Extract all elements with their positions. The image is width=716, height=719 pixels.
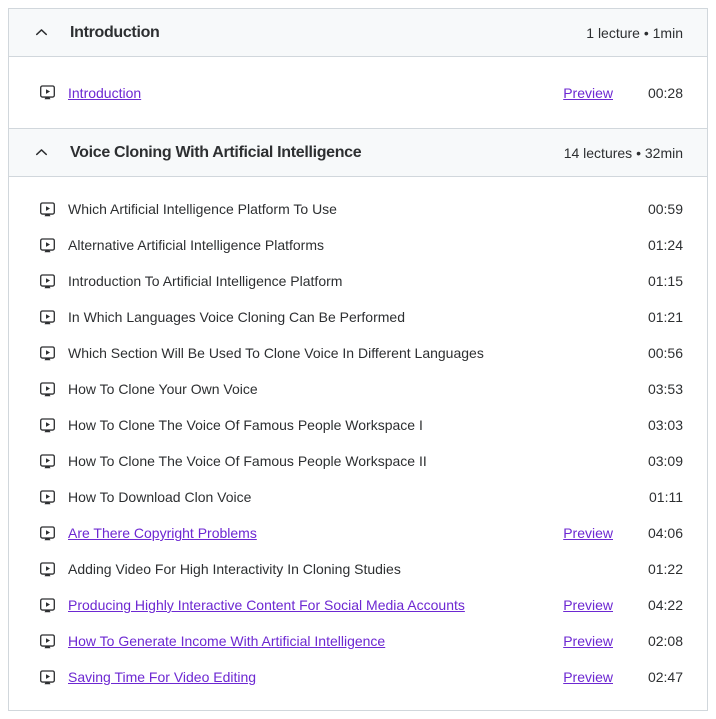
preview-link[interactable]: Preview (563, 84, 613, 101)
lecture-duration: 00:59 (647, 201, 683, 217)
lecture-row: How To Generate Income With Artificial I… (9, 623, 707, 659)
lecture-row: How To Clone Your Own Voice 03:53 (9, 371, 707, 407)
lecture-row: Introduction To Artificial Intelligence … (9, 263, 707, 299)
lecture-row: Producing Highly Interactive Content For… (9, 587, 707, 623)
lecture-duration: 03:09 (647, 453, 683, 469)
preview-link[interactable]: Preview (563, 669, 613, 685)
lecture-title[interactable]: Saving Time For Video Editing (68, 669, 257, 685)
lecture-row: Introduction Preview 00:28 (9, 57, 707, 128)
lecture-duration: 02:08 (647, 633, 683, 649)
curriculum-section: Introduction 1 lecture • 1min Introducti… (9, 9, 707, 128)
lecture-duration: 04:22 (647, 597, 683, 613)
lecture-duration: 01:15 (647, 273, 683, 289)
section-lecture-list: Introduction Preview 00:28 (9, 57, 707, 128)
video-play-icon (39, 381, 56, 398)
lecture-row: Which Section Will Be Used To Clone Voic… (9, 335, 707, 371)
lecture-title[interactable]: Producing Highly Interactive Content For… (68, 597, 465, 613)
section-title: Introduction (70, 23, 160, 41)
lecture-title: How To Download Clon Voice (68, 489, 252, 505)
chevron-up-icon (33, 144, 50, 161)
video-play-icon (39, 237, 56, 254)
lecture-duration: 01:24 (647, 237, 683, 253)
video-play-icon (39, 669, 56, 686)
lecture-row: How To Clone The Voice Of Famous People … (9, 407, 707, 443)
video-play-icon (39, 84, 56, 101)
lecture-row: Are There Copyright Problems Preview 04:… (9, 515, 707, 551)
lecture-duration: 01:22 (647, 561, 683, 577)
lecture-duration: 04:06 (647, 525, 683, 541)
lecture-title[interactable]: How To Generate Income With Artificial I… (68, 633, 386, 649)
lecture-row: How To Download Clon Voice 01:11 (9, 479, 707, 515)
video-play-icon (39, 309, 56, 326)
lecture-duration: 00:56 (647, 345, 683, 361)
lecture-title: How To Clone Your Own Voice (68, 381, 258, 397)
lecture-duration: 01:11 (649, 489, 683, 505)
lecture-duration: 03:53 (647, 381, 683, 397)
preview-link[interactable]: Preview (563, 633, 613, 649)
curriculum-section: Voice Cloning With Artificial Intelligen… (9, 128, 707, 710)
lecture-row: In Which Languages Voice Cloning Can Be … (9, 299, 707, 335)
lecture-title: How To Clone The Voice Of Famous People … (68, 417, 423, 433)
lecture-title: Which Artificial Intelligence Platform T… (68, 201, 337, 217)
lecture-duration: 02:47 (647, 669, 683, 685)
video-play-icon (39, 417, 56, 434)
lecture-duration: 01:21 (647, 309, 683, 325)
section-meta: 1 lecture • 1min (586, 24, 683, 41)
section-header-toggle[interactable]: Introduction 1 lecture • 1min (9, 9, 707, 57)
lecture-title: Alternative Artificial Intelligence Plat… (68, 237, 324, 253)
lecture-row: How To Clone The Voice Of Famous People … (9, 443, 707, 479)
lecture-row: Alternative Artificial Intelligence Plat… (9, 227, 707, 263)
lecture-title: Adding Video For High Interactivity In C… (68, 561, 401, 577)
video-play-icon (39, 525, 56, 542)
lecture-title: In Which Languages Voice Cloning Can Be … (68, 309, 405, 325)
video-play-icon (39, 273, 56, 290)
section-title: Voice Cloning With Artificial Intelligen… (70, 143, 362, 161)
lecture-row: Which Artificial Intelligence Platform T… (9, 191, 707, 227)
section-lecture-list: Which Artificial Intelligence Platform T… (9, 177, 707, 710)
video-play-icon (39, 489, 56, 506)
section-meta: 14 lectures • 32min (563, 144, 683, 161)
lecture-row: Saving Time For Video Editing Preview 02… (9, 659, 707, 695)
section-header-toggle[interactable]: Voice Cloning With Artificial Intelligen… (9, 129, 707, 177)
lecture-title: Introduction To Artificial Intelligence … (68, 273, 343, 289)
chevron-up-icon (33, 24, 50, 41)
video-play-icon (39, 633, 56, 650)
lecture-row: Adding Video For High Interactivity In C… (9, 551, 707, 587)
lecture-title[interactable]: Introduction (68, 84, 142, 101)
lecture-duration: 03:03 (647, 417, 683, 433)
lecture-duration: 00:28 (647, 84, 683, 101)
lecture-title: How To Clone The Voice Of Famous People … (68, 453, 427, 469)
video-play-icon (39, 561, 56, 578)
video-play-icon (39, 345, 56, 362)
lecture-title: Which Section Will Be Used To Clone Voic… (68, 345, 484, 361)
lecture-title[interactable]: Are There Copyright Problems (68, 525, 257, 541)
video-play-icon (39, 597, 56, 614)
video-play-icon (39, 201, 56, 218)
video-play-icon (39, 453, 56, 470)
preview-link[interactable]: Preview (563, 597, 613, 613)
curriculum-panel: Introduction 1 lecture • 1min Introducti… (8, 8, 708, 711)
preview-link[interactable]: Preview (563, 525, 613, 541)
